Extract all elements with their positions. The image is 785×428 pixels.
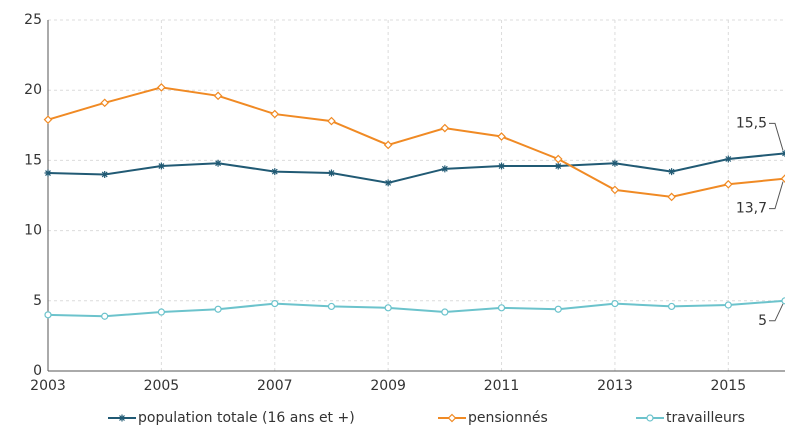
marker: [44, 169, 52, 177]
marker: [271, 300, 279, 308]
marker: [214, 159, 222, 167]
marker: [497, 304, 506, 312]
leader-line: [769, 122, 784, 151]
legend-label: population totale (16 ans et +): [138, 410, 355, 426]
marker: [724, 155, 732, 163]
marker: [723, 179, 733, 189]
x-tick-label: 2005: [144, 378, 180, 394]
y-tick-label: 15: [24, 152, 42, 168]
marker: [118, 414, 126, 422]
marker: [668, 168, 676, 176]
marker: [213, 91, 223, 101]
marker: [781, 149, 785, 157]
marker: [43, 115, 53, 125]
x-tick-label: 2011: [484, 378, 520, 394]
marker: [781, 297, 785, 305]
marker: [646, 414, 654, 422]
marker: [498, 162, 506, 170]
x-tick-label: 2007: [257, 378, 293, 394]
marker: [497, 132, 506, 141]
marker: [441, 165, 449, 173]
marker: [668, 302, 676, 311]
line: [47, 86, 785, 198]
marker: [384, 304, 392, 312]
marker: [214, 305, 222, 313]
y-tick-label: 10: [24, 223, 42, 239]
marker: [327, 302, 336, 311]
y-tick-label: 5: [33, 293, 42, 309]
marker: [384, 179, 392, 187]
marker: [327, 169, 335, 177]
value-label: 15,5: [736, 115, 767, 131]
x-tick-label: 2009: [370, 378, 406, 394]
marker: [101, 170, 109, 178]
leader-line: [769, 181, 784, 210]
marker: [610, 185, 620, 195]
marker: [554, 162, 562, 170]
marker: [327, 116, 336, 126]
marker: [271, 168, 279, 176]
marker: [554, 305, 562, 313]
y-tick-label: 25: [24, 12, 42, 28]
marker: [667, 192, 676, 202]
marker: [780, 174, 785, 184]
marker: [157, 162, 165, 170]
marker: [440, 123, 450, 133]
marker: [447, 413, 457, 423]
leader-line: [769, 303, 784, 322]
marker: [553, 154, 563, 164]
marker: [270, 109, 280, 119]
line: [47, 299, 785, 318]
marker: [157, 83, 166, 92]
legend-label: travailleurs: [666, 410, 745, 426]
line: [47, 152, 785, 184]
marker: [611, 159, 619, 167]
y-tick-label: 20: [24, 82, 42, 98]
marker: [101, 312, 109, 320]
marker: [157, 308, 165, 316]
marker: [383, 140, 393, 150]
marker: [100, 98, 110, 108]
x-tick-label: 2015: [710, 378, 746, 394]
marker: [441, 308, 449, 316]
marker: [44, 311, 52, 319]
marker: [611, 300, 619, 308]
value-label: 5: [758, 313, 767, 329]
legend-label: pensionnés: [468, 410, 548, 426]
y-tick-label: 0: [33, 363, 42, 379]
value-label: 13,7: [736, 201, 767, 217]
marker: [724, 301, 732, 309]
x-tick-label: 2013: [597, 378, 633, 394]
x-tick-label: 2003: [30, 378, 66, 394]
